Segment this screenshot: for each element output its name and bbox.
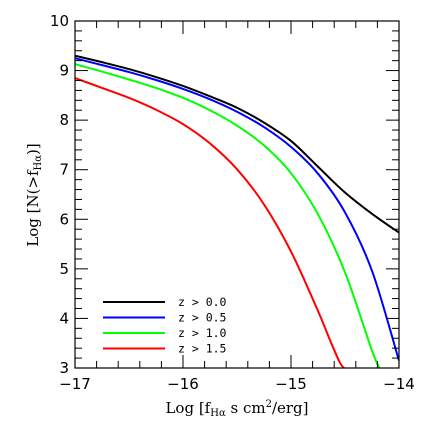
series-line-0 [75,54,399,234]
tick-labels: −17 −16 −15 −14 3 4 5 6 7 8 9 10 [50,12,415,393]
x-tick-label: −14 [383,375,415,393]
axis-ticks [74,20,400,369]
y-tick-label: 8 [59,111,69,129]
plot-lines [75,54,399,368]
y-tick-label: 10 [50,12,69,30]
x-tick-label: −16 [167,375,199,393]
legend-label-1: z > 0.5 [178,311,226,325]
legend-label-0: z > 0.0 [178,295,227,309]
series-line-3 [75,77,346,368]
legend-label-3: z > 1.5 [178,342,226,356]
y-axis-label-pre: Log [N(>f [24,169,42,247]
x-axis-label: Log [fHα s cm2/erg] [165,399,308,419]
series-line-2 [75,63,381,368]
x-axis-label-sup: 2 [266,399,272,410]
x-axis-label-pre: Log [f [165,399,211,417]
y-axis-label-sub: Hα [33,155,44,171]
x-axis-label-mid: s cm [226,399,266,417]
series-line-1 [75,57,399,361]
x-axis-label-sub: Hα [210,408,226,419]
x-tick-label: −17 [59,375,91,393]
y-tick-label: 7 [59,161,69,179]
legend-label-2: z > 1.0 [178,326,227,340]
legend: z > 0.0 z > 0.5z > 1.0 z > 1.5 [103,295,227,356]
y-tick-label: 3 [59,359,69,377]
y-tick-label: 4 [59,309,69,327]
y-tick-label: 9 [59,62,69,80]
x-tick-label: −15 [275,375,307,393]
y-tick-label: 5 [59,260,69,278]
x-axis-label-post: /erg] [272,399,309,417]
plot-frame [74,20,400,369]
y-tick-label: 6 [59,210,69,228]
y-axis-label-post: )] [24,143,42,155]
y-axis-label: Log [N(>fHα)] [24,143,44,247]
